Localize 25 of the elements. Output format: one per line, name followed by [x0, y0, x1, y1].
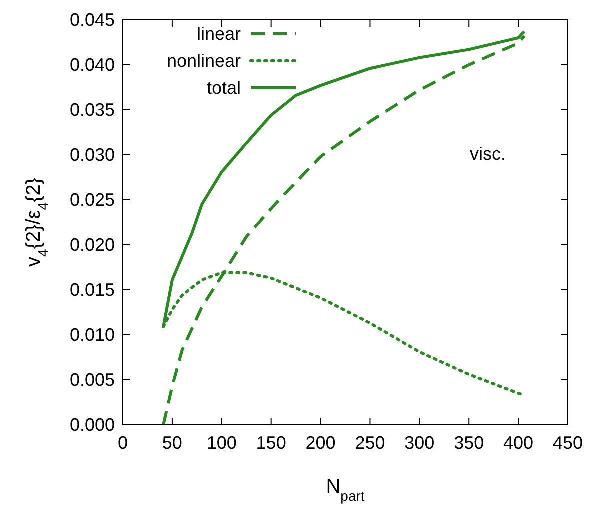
annotation: visc.: [470, 144, 506, 164]
x-tick-label: 100: [206, 433, 237, 453]
y-tick-label: 0.015: [70, 280, 115, 300]
y-tick-label: 0.010: [70, 325, 115, 345]
y-tick-label: 0.020: [70, 235, 115, 255]
x-tick-label: 200: [306, 433, 336, 453]
x-axis-title: N$_{part}$: [326, 476, 365, 504]
y-tick-label: 0.000: [70, 415, 115, 435]
x-tick-label: 450: [552, 433, 584, 453]
x-tick-label: 150: [256, 433, 286, 453]
y-tick-label: 0.005: [70, 370, 115, 390]
legend-label: total: [206, 78, 241, 98]
x-tick-label: 50: [162, 433, 182, 453]
legend-label: nonlinear: [166, 51, 241, 71]
x-tick-label: 250: [355, 433, 386, 453]
x-tick-label: 400: [504, 433, 534, 453]
x-tick-label: 0: [118, 433, 128, 453]
y-tick-label: 0.030: [70, 145, 115, 165]
x-tick-label: 300: [404, 433, 435, 453]
legend-label: linear: [196, 24, 241, 44]
x-tick-label: 350: [454, 433, 484, 453]
y-tick-label: 0.045: [70, 10, 115, 30]
y-tick-label: 0.040: [70, 55, 115, 75]
y-tick-label: 0.035: [70, 100, 115, 120]
y-tick-label: 0.025: [70, 190, 115, 210]
